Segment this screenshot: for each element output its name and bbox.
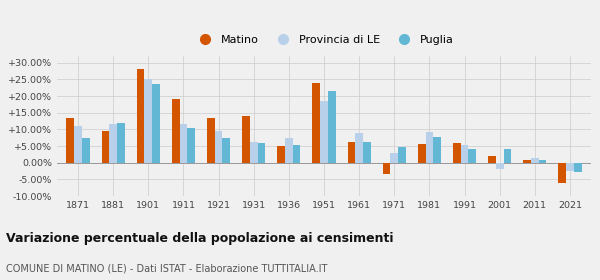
Bar (109, 124, 117, 163)
Bar (566, 163, 574, 171)
Bar (242, 116, 250, 163)
Bar (117, 123, 125, 163)
Bar (277, 146, 285, 163)
Bar (523, 160, 531, 163)
Bar (433, 137, 441, 163)
Bar (179, 124, 187, 163)
Bar (488, 156, 496, 163)
Bar (137, 69, 145, 163)
Bar (152, 84, 160, 163)
Bar (67, 118, 74, 163)
Bar (207, 118, 215, 163)
Bar (215, 131, 223, 163)
Bar (257, 143, 265, 163)
Bar (469, 149, 476, 163)
Bar (496, 163, 503, 169)
Bar (250, 142, 257, 163)
Bar (574, 163, 581, 172)
Bar (320, 101, 328, 163)
Bar (285, 138, 293, 163)
Bar (145, 79, 152, 163)
Bar (363, 142, 371, 163)
Text: COMUNE DI MATINO (LE) - Dati ISTAT - Elaborazione TUTTITALIA.IT: COMUNE DI MATINO (LE) - Dati ISTAT - Ela… (6, 263, 328, 274)
Bar (391, 153, 398, 163)
Bar (293, 145, 301, 163)
Bar (74, 126, 82, 163)
Bar (398, 147, 406, 163)
Bar (559, 163, 566, 183)
Bar (383, 163, 391, 174)
Bar (82, 138, 89, 163)
Bar (347, 142, 355, 163)
Legend: Matino, Provincia di LE, Puglia: Matino, Provincia di LE, Puglia (190, 31, 458, 50)
Text: Variazione percentuale della popolazione ai censimenti: Variazione percentuale della popolazione… (6, 232, 394, 245)
Bar (539, 160, 547, 163)
Bar (453, 143, 461, 163)
Bar (313, 83, 320, 163)
Bar (418, 144, 425, 163)
Bar (425, 132, 433, 163)
Bar (223, 138, 230, 163)
Bar (172, 99, 179, 163)
Bar (355, 133, 363, 163)
Bar (187, 128, 195, 163)
Bar (328, 91, 335, 163)
Bar (461, 145, 469, 163)
Bar (503, 149, 511, 163)
Bar (101, 131, 109, 163)
Bar (531, 158, 539, 163)
